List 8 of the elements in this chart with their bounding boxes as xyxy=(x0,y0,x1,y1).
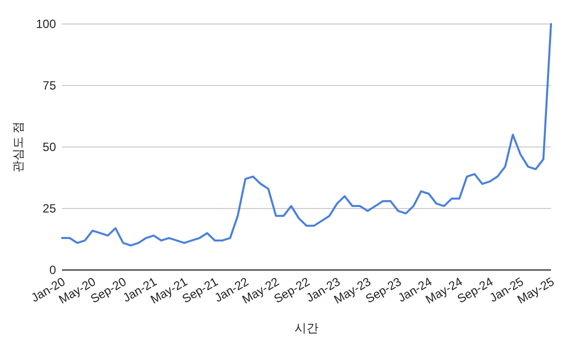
y-tick-label: 75 xyxy=(42,78,56,92)
y-tick-label: 100 xyxy=(36,17,56,31)
y-tick-label: 0 xyxy=(49,263,56,277)
x-axis-title: 시간 xyxy=(294,321,318,335)
y-tick-label: 25 xyxy=(42,202,56,216)
line-series xyxy=(61,23,552,246)
y-tick-label: 50 xyxy=(42,140,56,154)
y-axis-title: 관심도 점 xyxy=(11,121,25,173)
